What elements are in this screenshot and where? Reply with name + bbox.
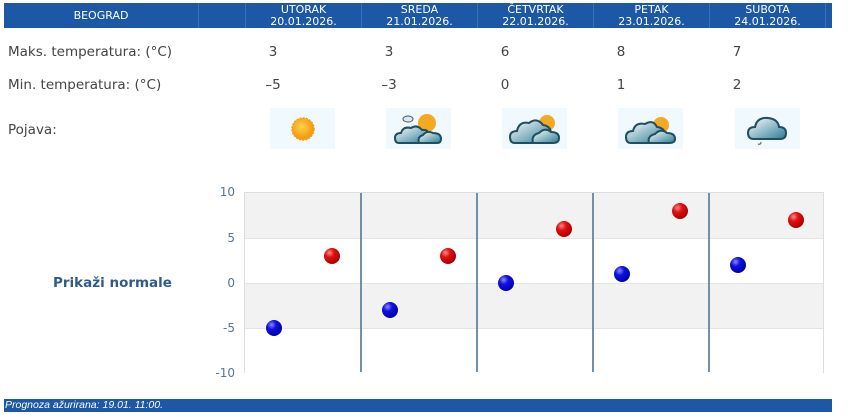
- min-temp-point: [730, 257, 746, 273]
- show-normals-link[interactable]: Prikaži normale: [53, 275, 172, 291]
- max-temp-point: [556, 221, 572, 237]
- day-name: PETAK: [634, 3, 669, 16]
- y-tick: -5: [223, 321, 235, 335]
- max-temp-value: 7: [732, 44, 742, 60]
- max-temp-point: [672, 203, 688, 219]
- grid-band: [245, 193, 823, 238]
- day-name: ČETVRTAK: [507, 3, 564, 16]
- max-temp-point: [324, 248, 340, 264]
- forecast-header: BEOGRAD UTORAK 20.01.2026. SREDA 21.01.202…: [4, 3, 832, 28]
- min-temp-value: 0: [500, 77, 510, 93]
- day-date: 22.01.2026.: [502, 14, 569, 28]
- day-header: PETAK 23.01.2026.: [594, 3, 710, 28]
- max-temp-value: 3: [268, 44, 278, 60]
- phenomenon-label: Pojava:: [8, 122, 57, 138]
- day-name: SUBOTA: [745, 3, 790, 16]
- header-spacer: [199, 3, 246, 28]
- phenomenon-row: Pojava:: [0, 118, 850, 142]
- min-temp-value: –3: [381, 77, 397, 93]
- day-date: 20.01.2026.: [270, 14, 337, 28]
- max-temp-value: 6: [500, 44, 510, 60]
- min-temp-point: [614, 266, 630, 282]
- min-temp-point: [266, 320, 282, 336]
- day-date: 24.01.2026.: [734, 14, 801, 28]
- min-temp-value: –5: [265, 77, 281, 93]
- y-tick: 5: [227, 231, 235, 245]
- min-temp-value: 2: [732, 77, 742, 93]
- min-temp-label: Min. temperatura: (°C): [8, 77, 162, 93]
- y-tick: 0: [227, 276, 235, 290]
- max-temp-value: 8: [616, 44, 626, 60]
- day-header: ČETVRTAK 22.01.2026.: [478, 3, 594, 28]
- y-tick: 10: [219, 185, 235, 199]
- grid-band: [245, 283, 823, 328]
- sunny-icon: [270, 108, 335, 149]
- partly-cloudy-icon: [386, 108, 451, 149]
- temperature-chart: [244, 192, 824, 373]
- y-tick: -10: [215, 366, 235, 380]
- min-temp-row: Min. temperatura: (°C) –5 –3 0 1 2: [0, 73, 850, 97]
- max-temp-label: Maks. temperatura: (°C): [8, 44, 173, 60]
- min-temp-value: 1: [616, 77, 626, 93]
- grid-band: [245, 328, 823, 373]
- min-temp-point: [382, 302, 398, 318]
- day-name: SREDA: [400, 3, 439, 16]
- day-separator: [592, 193, 594, 372]
- mostly-cloudy-sun-icon: [502, 108, 567, 149]
- mostly-cloudy-sun-icon: [618, 108, 683, 149]
- forecast-updated: Prognoza ažurirana: 19.01. 11:00.: [4, 399, 832, 412]
- max-temp-point: [788, 212, 804, 228]
- day-name: UTORAK: [280, 3, 327, 16]
- max-temp-value: 3: [384, 44, 394, 60]
- day-date: 21.01.2026.: [386, 14, 453, 28]
- day-separator: [708, 193, 710, 372]
- max-temp-row: Maks. temperatura: (°C) 3 3 6 8 7: [0, 40, 850, 64]
- max-temp-point: [440, 248, 456, 264]
- day-separator: [360, 193, 362, 372]
- day-header: UTORAK 20.01.2026.: [246, 3, 362, 28]
- header-spacer: [826, 3, 832, 28]
- day-separator: [476, 193, 478, 372]
- day-header: SUBOTA 24.01.2026.: [710, 3, 826, 28]
- cloudy-light-rain-icon: [735, 108, 800, 149]
- grid-band: [245, 238, 823, 283]
- min-temp-point: [498, 275, 514, 291]
- city-name: BEOGRAD: [4, 3, 199, 28]
- day-header: SREDA 21.01.2026.: [362, 3, 478, 28]
- day-date: 23.01.2026.: [618, 14, 685, 28]
